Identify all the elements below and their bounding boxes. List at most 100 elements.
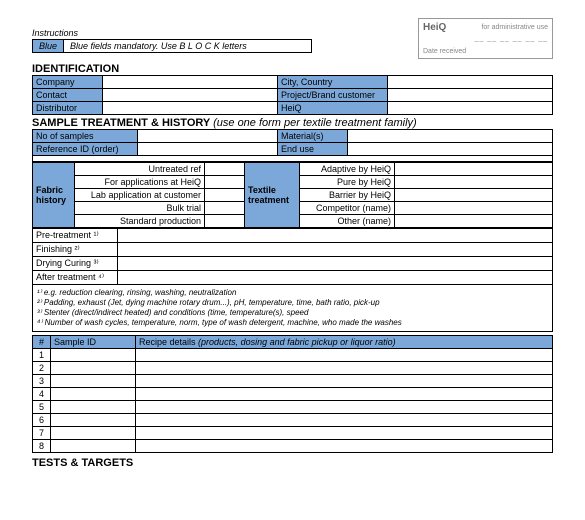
instructions-line: Blue Blue fields mandatory. Use B L O C … bbox=[32, 39, 312, 53]
id-city-label: City, Country bbox=[278, 76, 388, 89]
r4-sample[interactable] bbox=[51, 388, 136, 401]
r2-recipe[interactable] bbox=[136, 362, 553, 375]
id-distributor-value[interactable] bbox=[103, 102, 278, 115]
id-company-label: Company bbox=[33, 76, 103, 89]
id-city-value[interactable] bbox=[388, 76, 553, 89]
r4-num: 4 bbox=[33, 388, 51, 401]
r3-recipe[interactable] bbox=[136, 375, 553, 388]
tt-row-4: Other (name) bbox=[300, 215, 395, 228]
textile-treatment-label: Textile treatment bbox=[245, 163, 300, 228]
r6-sample[interactable] bbox=[51, 414, 136, 427]
instructions-text: Blue fields mandatory. Use B L O C K let… bbox=[64, 40, 253, 52]
tt-row-0: Adaptive by HeiQ bbox=[300, 163, 395, 176]
identification-header: IDENTIFICATION bbox=[32, 63, 553, 75]
r6-recipe[interactable] bbox=[136, 414, 553, 427]
fh-row-2: Lab application at customer bbox=[75, 189, 205, 202]
r7-sample[interactable] bbox=[51, 427, 136, 440]
tt-val-1[interactable] bbox=[395, 176, 553, 189]
admin-box: HeiQ for administrative use __ __ __ __ … bbox=[418, 18, 553, 59]
r8-sample[interactable] bbox=[51, 440, 136, 453]
r5-sample[interactable] bbox=[51, 401, 136, 414]
no-samples-label: No of samples bbox=[33, 130, 138, 143]
ref-id-value[interactable] bbox=[138, 143, 278, 156]
id-heiq-value[interactable] bbox=[388, 102, 553, 115]
no-samples-value[interactable] bbox=[138, 130, 278, 143]
tests-header: TESTS & TARGETS bbox=[32, 457, 553, 469]
r1-sample[interactable] bbox=[51, 349, 136, 362]
top-row: Instructions Blue Blue fields mandatory.… bbox=[32, 18, 553, 59]
id-company-value[interactable] bbox=[103, 76, 278, 89]
fh-row-3: Bulk trial bbox=[75, 202, 205, 215]
tt-val-0[interactable] bbox=[395, 163, 553, 176]
fh-val-2[interactable] bbox=[205, 189, 245, 202]
materials-value[interactable] bbox=[348, 130, 553, 143]
tt-row-3: Competitor (name) bbox=[300, 202, 395, 215]
r6-num: 6 bbox=[33, 414, 51, 427]
footnote-3: ³⁾ Stenter (direct/indirect heated) and … bbox=[37, 308, 548, 318]
recipe-table: # Sample ID Recipe details (products, do… bbox=[32, 335, 553, 453]
r4-recipe[interactable] bbox=[136, 388, 553, 401]
proc-3-label: After treatment ⁴⁾ bbox=[33, 271, 118, 285]
sample-header-text: SAMPLE TREATMENT & HISTORY bbox=[32, 117, 210, 129]
recipe-col-num: # bbox=[33, 336, 51, 349]
recipe-col-recipe-text: Recipe details bbox=[139, 337, 196, 347]
proc-1-value[interactable] bbox=[118, 243, 553, 257]
proc-0-value[interactable] bbox=[118, 229, 553, 243]
r1-num: 1 bbox=[33, 349, 51, 362]
fabric-textile-table: Fabric history Untreated ref Textile tre… bbox=[32, 162, 553, 228]
r2-num: 2 bbox=[33, 362, 51, 375]
proc-2-label: Drying Curing ³⁾ bbox=[33, 257, 118, 271]
proc-2-value[interactable] bbox=[118, 257, 553, 271]
admin-for-text: for administrative use bbox=[481, 24, 548, 31]
id-contact-label: Contact bbox=[33, 89, 103, 102]
ref-id-label: Reference ID (order) bbox=[33, 143, 138, 156]
identification-table: Company City, Country Contact Project/Br… bbox=[32, 75, 553, 115]
recipe-col-recipe: Recipe details (products, dosing and fab… bbox=[136, 336, 553, 349]
fabric-history-label: Fabric history bbox=[33, 163, 75, 228]
r3-sample[interactable] bbox=[51, 375, 136, 388]
r7-num: 7 bbox=[33, 427, 51, 440]
process-table: Pre-treatment ¹⁾ Finishing ²⁾ Drying Cur… bbox=[32, 228, 553, 285]
recipe-col-recipe-sub: (products, dosing and fabric pickup or l… bbox=[198, 337, 396, 347]
id-distributor-label: Distributor bbox=[33, 102, 103, 115]
fh-row-0: Untreated ref bbox=[75, 163, 205, 176]
heiq-label: HeiQ bbox=[423, 22, 446, 33]
r8-recipe[interactable] bbox=[136, 440, 553, 453]
r1-recipe[interactable] bbox=[136, 349, 553, 362]
footnotes: ¹⁾ e.g. reduction clearing, rinsing, was… bbox=[32, 285, 553, 332]
recipe-col-sample: Sample ID bbox=[51, 336, 136, 349]
tt-val-3[interactable] bbox=[395, 202, 553, 215]
r2-sample[interactable] bbox=[51, 362, 136, 375]
proc-0-label: Pre-treatment ¹⁾ bbox=[33, 229, 118, 243]
id-project-label: Project/Brand customer bbox=[278, 89, 388, 102]
footnote-1: ¹⁾ e.g. reduction clearing, rinsing, was… bbox=[37, 288, 548, 298]
tt-val-4[interactable] bbox=[395, 215, 553, 228]
fh-val-3[interactable] bbox=[205, 202, 245, 215]
r3-num: 3 bbox=[33, 375, 51, 388]
r8-num: 8 bbox=[33, 440, 51, 453]
fh-val-0[interactable] bbox=[205, 163, 245, 176]
sample-header: SAMPLE TREATMENT & HISTORY (use one form… bbox=[32, 117, 553, 129]
admin-date-label: Date received bbox=[423, 48, 548, 55]
fh-row-4: Standard production bbox=[75, 215, 205, 228]
sample-info-table: No of samples Material(s) Reference ID (… bbox=[32, 129, 553, 162]
materials-label: Material(s) bbox=[278, 130, 348, 143]
admin-dashes: __ __ __ __ __ __ bbox=[475, 35, 548, 42]
instructions-title: Instructions bbox=[32, 28, 418, 38]
proc-1-label: Finishing ²⁾ bbox=[33, 243, 118, 257]
tt-row-2: Barrier by HeiQ bbox=[300, 189, 395, 202]
r7-recipe[interactable] bbox=[136, 427, 553, 440]
tt-row-1: Pure by HeiQ bbox=[300, 176, 395, 189]
r5-recipe[interactable] bbox=[136, 401, 553, 414]
fh-val-1[interactable] bbox=[205, 176, 245, 189]
end-use-label: End use bbox=[278, 143, 348, 156]
tt-val-2[interactable] bbox=[395, 189, 553, 202]
id-contact-value[interactable] bbox=[103, 89, 278, 102]
footnote-2: ²⁾ Padding, exhaust (Jet, dying machine … bbox=[37, 298, 548, 308]
proc-3-value[interactable] bbox=[118, 271, 553, 285]
fh-val-4[interactable] bbox=[205, 215, 245, 228]
id-project-value[interactable] bbox=[388, 89, 553, 102]
end-use-value[interactable] bbox=[348, 143, 553, 156]
id-heiq-label: HeiQ bbox=[278, 102, 388, 115]
spacer bbox=[33, 156, 553, 162]
